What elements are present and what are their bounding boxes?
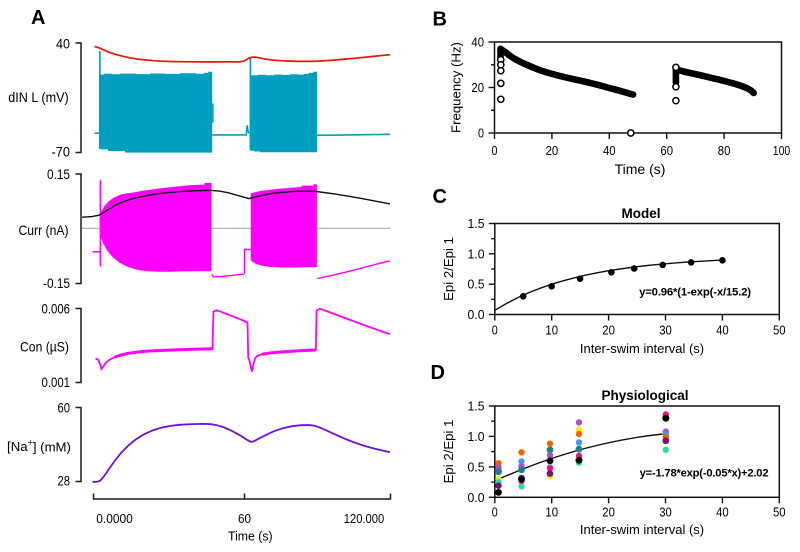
- svg-text:Model: Model: [622, 206, 661, 221]
- svg-text:30: 30: [659, 323, 672, 338]
- svg-text:1.5: 1.5: [468, 399, 485, 414]
- svg-text:y=-1.78*exp(-0.05*x)+2.02: y=-1.78*exp(-0.05*x)+2.02: [640, 468, 769, 480]
- svg-text:80: 80: [718, 143, 731, 158]
- svg-text:0: 0: [492, 143, 498, 158]
- svg-text:40: 40: [56, 36, 70, 52]
- svg-text:10: 10: [545, 505, 558, 520]
- svg-text:1.0: 1.0: [468, 429, 485, 444]
- svg-text:Time (s): Time (s): [228, 529, 273, 544]
- svg-text:0.001: 0.001: [42, 374, 71, 390]
- svg-text:50: 50: [773, 505, 786, 520]
- svg-text:1.0: 1.0: [468, 246, 485, 261]
- svg-text:40: 40: [471, 35, 484, 50]
- svg-text:[Na+] (mM): [Na+] (mM): [7, 438, 71, 455]
- svg-text:Epi 2/Epi 1: Epi 2/Epi 1: [441, 237, 456, 301]
- svg-text:28: 28: [58, 473, 71, 489]
- svg-text:0.006: 0.006: [42, 301, 71, 317]
- svg-text:0: 0: [492, 505, 498, 520]
- svg-text:0: 0: [478, 126, 484, 141]
- svg-text:60: 60: [660, 143, 673, 158]
- svg-text:Curr (nA): Curr (nA): [19, 222, 69, 238]
- svg-text:0.0000: 0.0000: [96, 511, 133, 526]
- svg-text:60: 60: [238, 511, 251, 526]
- svg-text:1.5: 1.5: [468, 216, 485, 231]
- svg-text:20: 20: [471, 80, 484, 95]
- svg-text:Inter-swim interval (s): Inter-swim interval (s): [580, 522, 704, 537]
- svg-text:100: 100: [773, 143, 791, 158]
- svg-text:Time (s): Time (s): [615, 161, 666, 177]
- svg-text:20: 20: [602, 505, 615, 520]
- svg-text:B: B: [433, 9, 447, 31]
- svg-text:Frequency (Hz): Frequency (Hz): [449, 42, 464, 133]
- svg-text:Inter-swim interval (s): Inter-swim interval (s): [580, 341, 704, 356]
- svg-text:120.000: 120.000: [344, 511, 385, 526]
- svg-text:0.0: 0.0: [468, 307, 485, 322]
- svg-text:0: 0: [492, 323, 498, 338]
- svg-text:C: C: [433, 186, 447, 208]
- svg-text:10: 10: [545, 323, 558, 338]
- svg-text:30: 30: [659, 505, 672, 520]
- svg-text:0.5: 0.5: [468, 277, 485, 292]
- svg-text:Epi 2/Epi 1: Epi 2/Epi 1: [441, 420, 456, 484]
- svg-text:-0.15: -0.15: [43, 275, 70, 291]
- svg-text:0.15: 0.15: [47, 166, 70, 182]
- svg-text:Physiological: Physiological: [601, 388, 688, 403]
- svg-text:-70: -70: [52, 144, 71, 160]
- svg-text:D: D: [431, 362, 445, 384]
- svg-text:20: 20: [546, 143, 559, 158]
- svg-text:40: 40: [716, 505, 729, 520]
- svg-text:A: A: [31, 7, 45, 29]
- svg-text:50: 50: [773, 323, 786, 338]
- svg-text:0.5: 0.5: [468, 459, 485, 474]
- svg-text:20: 20: [602, 323, 615, 338]
- svg-text:40: 40: [603, 143, 616, 158]
- svg-text:Con (µS): Con (µS): [20, 339, 69, 355]
- svg-text:40: 40: [716, 323, 729, 338]
- svg-text:0.0: 0.0: [468, 490, 485, 505]
- svg-text:60: 60: [58, 400, 71, 416]
- svg-text:y=0.96*(1-exp(-x/15.2): y=0.96*(1-exp(-x/15.2): [639, 287, 751, 299]
- svg-text:dIN L (mV): dIN L (mV): [8, 89, 69, 105]
